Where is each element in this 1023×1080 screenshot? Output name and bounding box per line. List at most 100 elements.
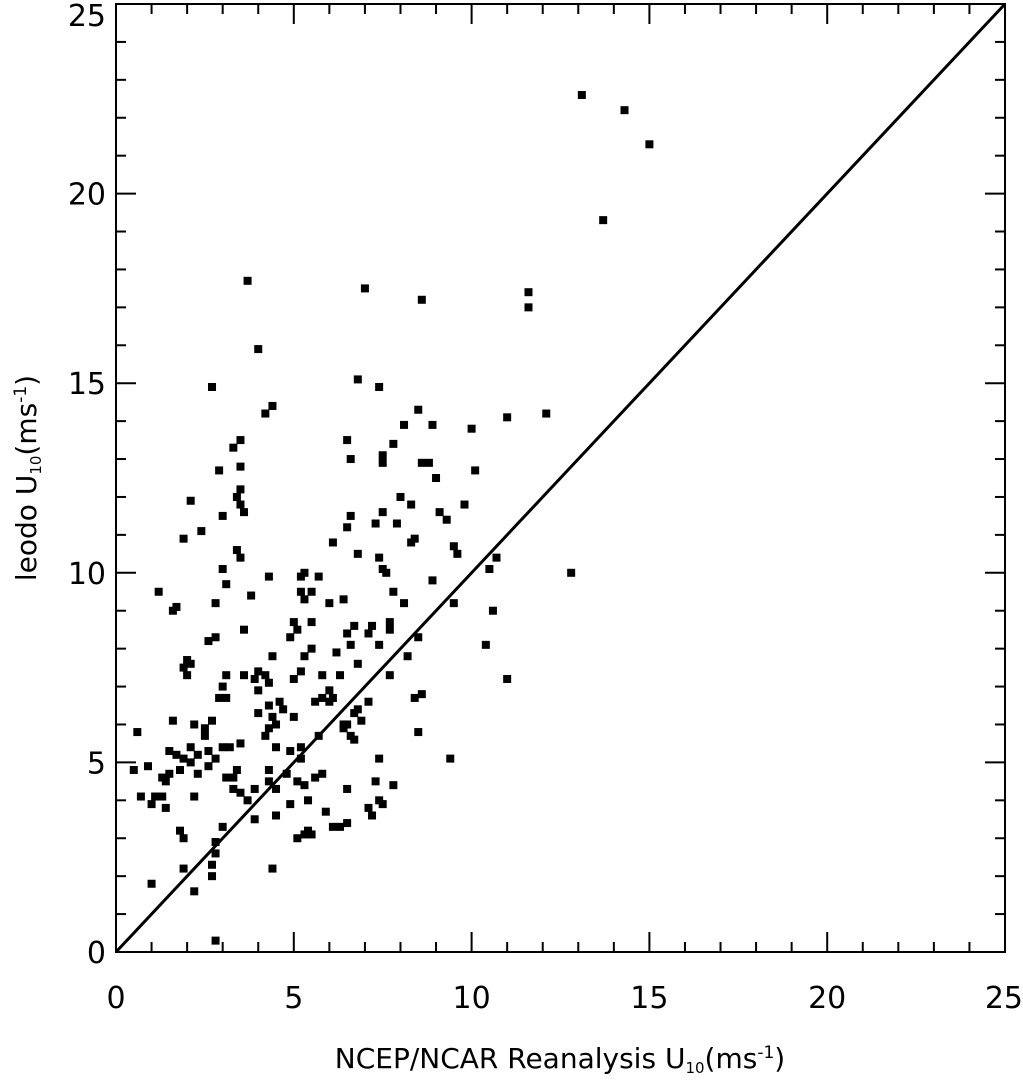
scatter-point xyxy=(300,595,309,604)
scatter-point xyxy=(286,633,295,642)
scatter-point xyxy=(211,838,220,847)
scatter-point xyxy=(236,500,245,509)
scatter-point xyxy=(328,538,337,547)
scatter-point xyxy=(304,796,313,805)
scatter-point xyxy=(403,652,412,661)
scatter-point xyxy=(204,762,213,771)
scatter-point xyxy=(147,800,156,809)
scatter-point xyxy=(645,140,654,149)
scatter-point xyxy=(307,644,316,653)
scatter-point xyxy=(378,508,387,517)
scatter-point xyxy=(254,686,263,695)
scatter-point xyxy=(272,784,281,793)
scatter-point xyxy=(261,409,270,418)
scatter-point xyxy=(328,822,337,831)
scatter-point xyxy=(417,458,426,467)
scatter-point xyxy=(218,565,227,574)
scatter-point xyxy=(151,792,160,801)
x-axis-title: NCEP/NCAR Reanalysis U10(ms-1) xyxy=(335,1042,785,1077)
scatter-point xyxy=(222,773,231,782)
scatter-point xyxy=(343,720,352,729)
scatter-point xyxy=(264,678,273,687)
scatter-point xyxy=(218,511,227,520)
scatter-point xyxy=(382,568,391,577)
scatter-point xyxy=(186,743,195,752)
scatter-point xyxy=(129,765,138,774)
scatter-point xyxy=(296,587,305,596)
scatter-point xyxy=(268,401,277,410)
scatter-point xyxy=(264,777,273,786)
scatter-point xyxy=(321,807,330,816)
scatter-point xyxy=(414,728,423,737)
scatter-point xyxy=(289,674,298,683)
scatter-point xyxy=(229,773,238,782)
scatter-point xyxy=(428,420,437,429)
scatter-point xyxy=(272,743,281,752)
scatter-point xyxy=(346,640,355,649)
scatter-point xyxy=(172,602,181,611)
scatter-point xyxy=(577,91,586,100)
scatter-point xyxy=(282,769,291,778)
scatter-point xyxy=(389,439,398,448)
scatter-point xyxy=(446,754,455,763)
scatter-point xyxy=(289,618,298,627)
scatter-point xyxy=(218,682,227,691)
scatter-point xyxy=(254,345,263,354)
scatter-point xyxy=(222,671,231,680)
scatter-point xyxy=(336,671,345,680)
scatter-point xyxy=(392,519,401,528)
scatter-point xyxy=(264,572,273,581)
scatter-point xyxy=(343,629,352,638)
scatter-point xyxy=(215,466,224,475)
scatter-point xyxy=(264,765,273,774)
x-tick-label: 5 xyxy=(284,981,303,1016)
scatter-point xyxy=(503,674,512,683)
scatter-point xyxy=(200,731,209,740)
scatter-point xyxy=(193,769,202,778)
scatter-point xyxy=(183,671,192,680)
scatter-point xyxy=(264,701,273,710)
scatter-point xyxy=(375,754,384,763)
scatter-point xyxy=(289,712,298,721)
scatter-point xyxy=(378,800,387,809)
scatter-point xyxy=(232,546,241,555)
scatter-point xyxy=(186,758,195,767)
scatter-point xyxy=(375,382,384,391)
y-axis-title: leodo U10(ms-1) xyxy=(10,375,45,581)
y-tick-label: 0 xyxy=(87,936,106,971)
scatter-point xyxy=(481,640,490,649)
scatter-point xyxy=(190,720,199,729)
scatter-point xyxy=(311,697,320,706)
scatter-point xyxy=(371,777,380,786)
scatter-point xyxy=(225,743,234,752)
scatter-point xyxy=(599,216,608,225)
scatter-point xyxy=(346,455,355,464)
scatter-point xyxy=(286,747,295,756)
scatter-point xyxy=(200,724,209,733)
scatter-point xyxy=(190,792,199,801)
scatter-point xyxy=(296,572,305,581)
scatter-point xyxy=(307,618,316,627)
x-tick-label: 20 xyxy=(808,981,846,1016)
scatter-point xyxy=(236,553,245,562)
scatter-point xyxy=(144,762,153,771)
scatter-point xyxy=(417,295,426,304)
scatter-point xyxy=(400,599,409,608)
scatter-point xyxy=(353,705,362,714)
scatter-point xyxy=(208,872,217,881)
scatter-point xyxy=(232,492,241,501)
scatter-point xyxy=(449,599,458,608)
scatter-point xyxy=(346,511,355,520)
scatter-point xyxy=(208,716,217,725)
scatter-point xyxy=(492,553,501,562)
scatter-point xyxy=(410,693,419,702)
scatter-point xyxy=(410,534,419,543)
scatter-point xyxy=(208,382,217,391)
scatter-point xyxy=(204,747,213,756)
scatter-point xyxy=(620,106,629,115)
scatter-point xyxy=(311,773,320,782)
scatter-point xyxy=(190,887,199,896)
scatter-point xyxy=(229,784,238,793)
scatter-point xyxy=(368,621,377,630)
scatter-point xyxy=(240,671,249,680)
